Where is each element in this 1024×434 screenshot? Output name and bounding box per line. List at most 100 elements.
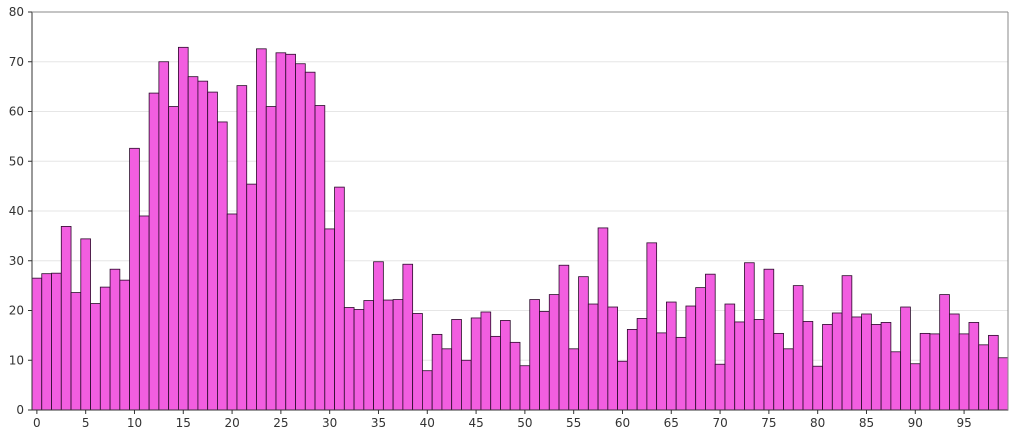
- y-tick-label: 30: [9, 254, 24, 268]
- y-tick-label: 70: [9, 55, 24, 69]
- bar: [626, 329, 638, 411]
- y-tick-label: 0: [16, 403, 24, 417]
- bar: [90, 303, 101, 411]
- bar: [558, 264, 570, 411]
- bar: [217, 121, 228, 411]
- bar: [831, 312, 843, 411]
- bar: [490, 335, 501, 411]
- bar: [822, 324, 833, 411]
- bar: [919, 332, 931, 411]
- bar: [343, 307, 355, 411]
- y-tick-label: 80: [9, 5, 24, 19]
- bar: [148, 92, 160, 411]
- bar: [256, 48, 267, 411]
- bar: [392, 299, 404, 411]
- x-tick-label: 85: [859, 416, 874, 430]
- bar: [431, 333, 443, 411]
- bar: [304, 71, 316, 411]
- bar: [461, 359, 472, 411]
- bar: [129, 147, 140, 411]
- y-axis-ticks: 0 10 20 30 40 50 60 70 80: [9, 5, 32, 417]
- bar: [597, 227, 609, 411]
- bar: [138, 215, 150, 411]
- bar: [841, 275, 853, 411]
- bar: [656, 332, 667, 411]
- x-tick-label: 70: [712, 416, 727, 430]
- bar: [968, 322, 980, 411]
- bar: [802, 321, 814, 411]
- y-tick-label: 40: [9, 204, 24, 218]
- bar: [265, 106, 277, 411]
- bar: [158, 61, 170, 411]
- bar: [168, 106, 179, 411]
- x-tick-label: 60: [615, 416, 630, 430]
- bar: [753, 319, 765, 411]
- bar: [870, 324, 882, 411]
- x-tick-label: 25: [273, 416, 288, 430]
- x-tick-label: 50: [517, 416, 532, 430]
- bar: [578, 276, 589, 411]
- bar: [978, 344, 989, 411]
- x-tick-label: 95: [956, 416, 971, 430]
- bar: [705, 273, 716, 411]
- bar: [812, 365, 823, 411]
- bar: [295, 63, 306, 411]
- x-tick-label: 10: [127, 416, 142, 430]
- bar: [568, 348, 579, 411]
- bar: [617, 360, 628, 411]
- bar: [695, 287, 706, 411]
- bar: [246, 183, 257, 411]
- x-tick-label: 0: [33, 416, 41, 430]
- bar: [773, 332, 784, 411]
- bar: [949, 313, 960, 411]
- y-tick-label: 10: [9, 353, 24, 367]
- bar: [421, 370, 433, 411]
- x-tick-label: 40: [420, 416, 435, 430]
- bar: [890, 351, 902, 411]
- y-tick-label: 20: [9, 304, 24, 318]
- x-tick-label: 75: [761, 416, 776, 430]
- bar: [363, 300, 374, 411]
- bar: [119, 279, 130, 411]
- bar: [539, 311, 550, 411]
- bar: [285, 53, 296, 411]
- bar: [685, 305, 697, 411]
- bar: [792, 285, 804, 411]
- bar: [470, 317, 482, 411]
- bar: [900, 306, 911, 411]
- bar: [334, 186, 345, 411]
- bar: [548, 294, 560, 411]
- bar: [714, 363, 726, 411]
- x-tick-label: 20: [224, 416, 239, 430]
- bar: [275, 52, 287, 411]
- bars: [31, 46, 1009, 411]
- y-tick-label: 60: [9, 105, 24, 119]
- bar: [177, 46, 189, 411]
- x-tick-label: 45: [468, 416, 483, 430]
- bar: [675, 336, 687, 411]
- bar: [226, 213, 238, 411]
- bar: [636, 318, 648, 411]
- bar: [851, 316, 863, 411]
- x-tick-label: 30: [322, 416, 337, 430]
- bar: [197, 80, 209, 411]
- bar: [646, 242, 658, 411]
- bar: [207, 91, 218, 411]
- bar: [70, 292, 82, 411]
- bar: [441, 348, 453, 411]
- x-tick-label: 35: [371, 416, 386, 430]
- bar: [451, 319, 462, 411]
- x-tick-label: 15: [176, 416, 191, 430]
- bar: [41, 273, 52, 411]
- bar: [402, 263, 414, 411]
- bar: [910, 363, 921, 411]
- bar: [763, 268, 775, 411]
- bar: [958, 333, 970, 411]
- y-tick-label: 50: [9, 154, 24, 168]
- bar: [99, 286, 111, 411]
- x-tick-label: 5: [82, 416, 90, 430]
- x-tick-label: 55: [566, 416, 581, 430]
- bar: [314, 105, 326, 411]
- bar: [500, 320, 511, 411]
